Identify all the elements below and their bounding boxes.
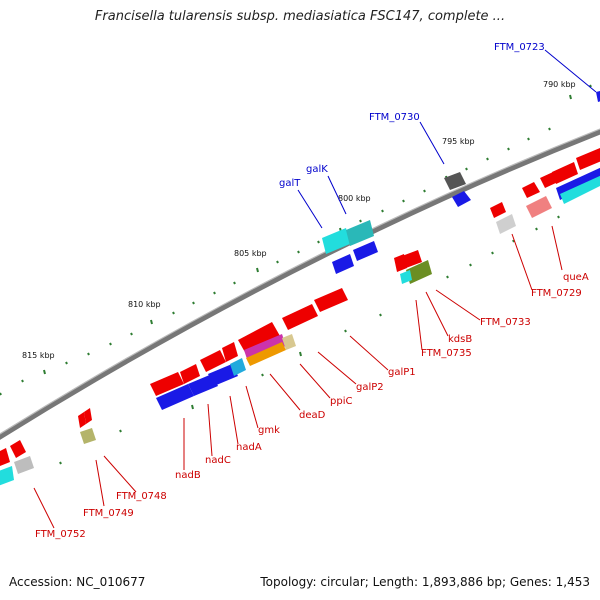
gene-label-nadc[interactable]: nadC [205, 455, 231, 466]
gene-label-ftm0730[interactable]: FTM_0730 [369, 112, 420, 123]
gene-label-galk[interactable]: galK [306, 164, 328, 175]
gene-gal-blue-2[interactable] [353, 241, 378, 261]
gene-label-ftm0729[interactable]: FTM_0729 [531, 288, 582, 299]
scale-label-800: 800 kbp [338, 194, 371, 203]
gene-ftm0752[interactable] [14, 456, 34, 474]
gene-label-quea[interactable]: queA [563, 272, 589, 283]
scale-label-805: 805 kbp [234, 249, 267, 258]
gene-kdsb[interactable] [406, 260, 432, 284]
scale-ticks [0, 84, 592, 465]
gene-label-ftm0723[interactable]: FTM_0723 [494, 42, 545, 53]
gene-label-nada[interactable]: nadA [236, 442, 262, 453]
leader-lines [33, 49, 597, 529]
map-title: Francisella tularensis subsp. mediasiati… [94, 9, 506, 24]
gene-red-m6[interactable] [282, 304, 318, 330]
gene-red-m4[interactable] [222, 342, 238, 362]
gene-red-k2[interactable] [402, 250, 422, 268]
gene-red-r4[interactable] [576, 148, 600, 170]
gene-ftm0730[interactable] [444, 172, 466, 190]
gene-ftm0729[interactable] [496, 214, 516, 234]
gene-red-m1[interactable] [150, 372, 184, 396]
gene-red-m7[interactable] [314, 288, 348, 312]
gene-cyan-left[interactable] [0, 466, 14, 486]
gene-label-galt[interactable]: galT [279, 178, 301, 189]
gene-label-galp2[interactable]: galP2 [356, 382, 384, 393]
gene-red-r1[interactable] [522, 182, 540, 198]
gene-nada[interactable] [208, 364, 238, 386]
gene-ppic[interactable] [282, 334, 296, 350]
gene-label-dead[interactable]: deaD [299, 410, 326, 421]
gene-galt[interactable] [322, 228, 350, 254]
gene-red-r3[interactable] [552, 162, 578, 184]
gene-red-m3[interactable] [200, 350, 226, 372]
gene-ftm0749[interactable] [78, 412, 86, 428]
gene-galk[interactable] [346, 220, 374, 246]
gene-label-ppic[interactable]: ppiC [330, 396, 352, 407]
gene-red-m5[interactable] [238, 322, 280, 354]
gene-label-nadb[interactable]: nadB [175, 470, 201, 481]
genome-summary-text: Topology: circular; Length: 1,893,886 bp… [260, 575, 590, 589]
gene-label-ftm0752[interactable]: FTM_0752 [35, 529, 86, 540]
gene-label-ftm0733[interactable]: FTM_0733 [480, 317, 531, 328]
gene-red-m2[interactable] [180, 364, 200, 384]
gene-gal-blue-1[interactable] [332, 254, 354, 274]
gene-quea[interactable] [526, 196, 552, 218]
gene-label-ftm0748[interactable]: FTM_0748 [116, 491, 167, 502]
gene-nadb[interactable] [156, 384, 194, 410]
gene-features [0, 90, 600, 486]
gene-dead-b[interactable] [246, 342, 286, 366]
chromosome-backbone [0, 129, 600, 440]
gene-nadc[interactable] [188, 374, 218, 396]
gene-label-kdsb[interactable]: kdsB [448, 334, 472, 345]
accession-text: Accession: NC_010677 [9, 575, 146, 589]
gene-label-galp1[interactable]: galP1 [388, 367, 416, 378]
gene-label-ftm0749[interactable]: FTM_0749 [83, 508, 134, 519]
gene-ftm0752-r1[interactable] [10, 440, 26, 458]
gene-ftm0735[interactable] [400, 270, 412, 284]
gene-ftm0730-b[interactable] [452, 191, 471, 207]
scale-label-790: 790 kbp [543, 80, 576, 89]
gene-cyan-right[interactable] [560, 174, 600, 204]
gene-ftm0748[interactable] [80, 428, 96, 444]
scale-label-795: 795 kbp [442, 137, 475, 146]
gene-ftm0749-b[interactable] [84, 408, 92, 424]
gene-gmk[interactable] [230, 358, 246, 376]
scale-label-810: 810 kbp [128, 300, 161, 309]
gene-ftm0729-red[interactable] [490, 202, 506, 218]
gene-ftm0752-r2[interactable] [0, 448, 10, 466]
gene-ftm0723[interactable] [596, 90, 600, 102]
scale-label-815: 815 kbp [22, 351, 55, 360]
gene-label-gmk[interactable]: gmk [258, 425, 280, 436]
gene-label-ftm0735[interactable]: FTM_0735 [421, 348, 472, 359]
